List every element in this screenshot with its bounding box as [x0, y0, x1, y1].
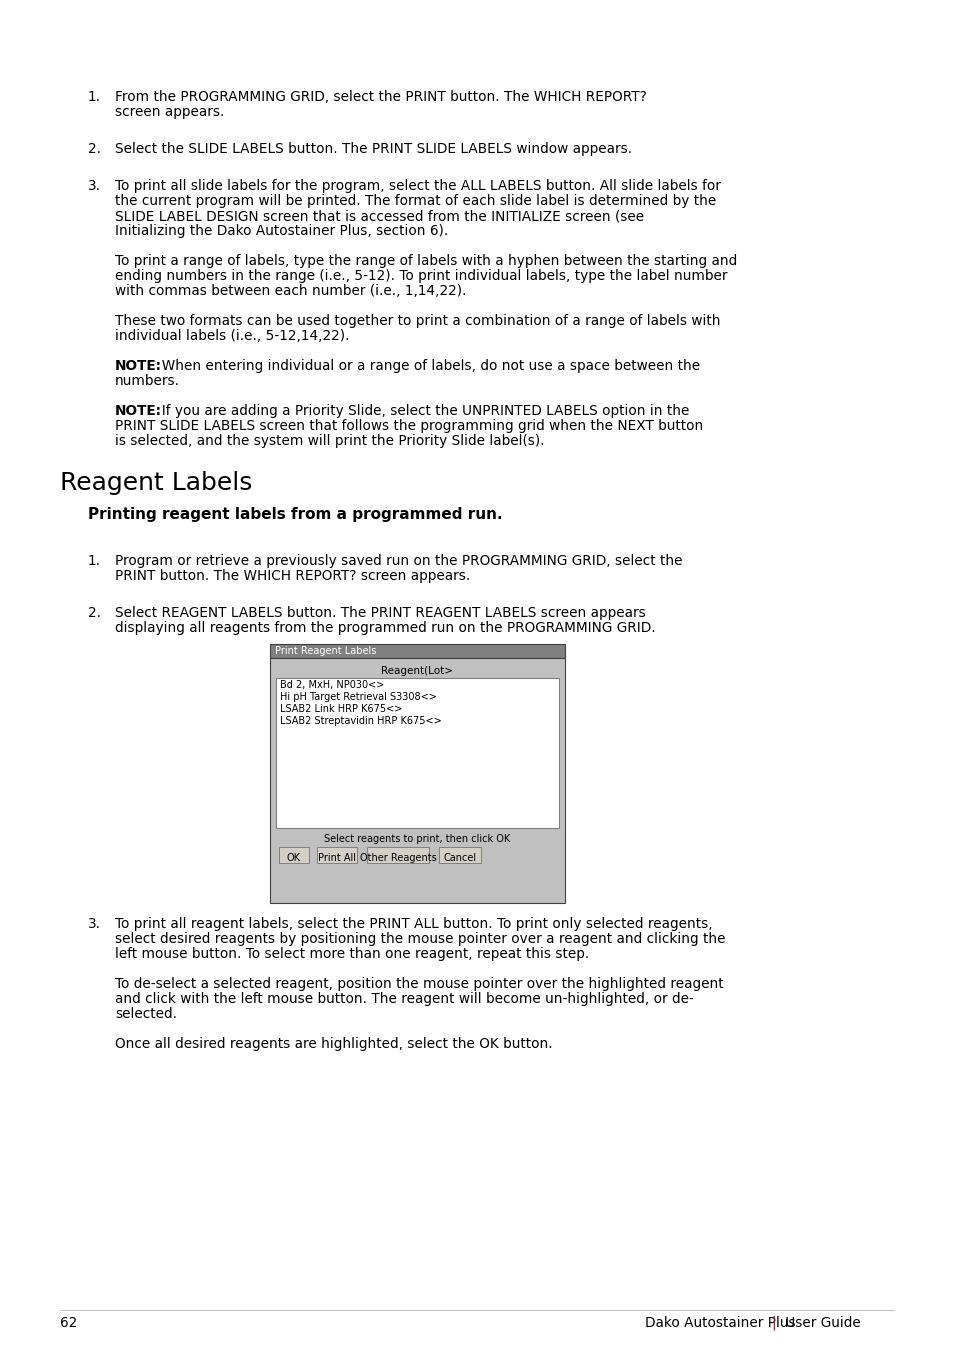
Text: 1.: 1. [88, 91, 101, 104]
Text: 3.: 3. [88, 178, 101, 193]
Text: Select the SLIDE LABELS button. The PRINT SLIDE LABELS window appears.: Select the SLIDE LABELS button. The PRIN… [115, 142, 632, 155]
Text: left mouse button. To select more than one reagent, repeat this step.: left mouse button. To select more than o… [115, 947, 589, 961]
Text: ending numbers in the range (i.e., 5-12). To print individual labels, type the l: ending numbers in the range (i.e., 5-12)… [115, 269, 727, 282]
Text: Print Reagent Labels: Print Reagent Labels [274, 646, 376, 657]
Text: When entering individual or a range of labels, do not use a space between the: When entering individual or a range of l… [152, 359, 700, 373]
Text: Program or retrieve a previously saved run on the PROGRAMMING GRID, select the: Program or retrieve a previously saved r… [115, 554, 681, 567]
Text: PRINT SLIDE LABELS screen that follows the programming grid when the NEXT button: PRINT SLIDE LABELS screen that follows t… [115, 419, 702, 434]
Text: SLIDE LABEL DESIGN screen that is accessed from the INITIALIZE screen (see: SLIDE LABEL DESIGN screen that is access… [115, 209, 643, 223]
Text: Cancel: Cancel [443, 852, 476, 863]
Bar [275, 678, 558, 828]
Text: To print all slide labels for the program, select the ALL LABELS button. All sli: To print all slide labels for the progra… [115, 178, 720, 193]
Text: is selected, and the system will print the Priority Slide label(s).: is selected, and the system will print t… [115, 434, 544, 449]
Text: 62: 62 [60, 1316, 77, 1329]
Text: PRINT button. The WHICH REPORT? screen appears.: PRINT button. The WHICH REPORT? screen a… [115, 569, 470, 584]
Bar [270, 644, 564, 658]
Text: Reagent(Lot>: Reagent(Lot> [381, 666, 453, 676]
Text: If you are adding a Priority Slide, select the UNPRINTED LABELS option in the: If you are adding a Priority Slide, sele… [152, 404, 689, 417]
Text: 2.: 2. [88, 142, 101, 155]
Text: Select reagents to print, then click OK: Select reagents to print, then click OK [324, 834, 510, 844]
Text: To print a range of labels, type the range of labels with a hyphen between the s: To print a range of labels, type the ran… [115, 254, 737, 267]
Text: 1.: 1. [88, 554, 101, 567]
FancyBboxPatch shape [316, 847, 356, 863]
Text: with commas between each number (i.e., 1,14,22).: with commas between each number (i.e., 1… [115, 284, 466, 299]
Text: displaying all reagents from the programmed run on the PROGRAMMING GRID.: displaying all reagents from the program… [115, 621, 655, 635]
FancyBboxPatch shape [438, 847, 480, 863]
Text: LSAB2 Streptavidin HRP K675<>: LSAB2 Streptavidin HRP K675<> [280, 716, 441, 725]
Text: numbers.: numbers. [115, 374, 180, 388]
Text: and click with the left mouse button. The reagent will become un-highlighted, or: and click with the left mouse button. Th… [115, 992, 693, 1006]
Text: the current program will be printed. The format of each slide label is determine: the current program will be printed. The… [115, 195, 716, 208]
Text: User Guide: User Guide [781, 1316, 860, 1329]
Text: select desired reagents by positioning the mouse pointer over a reagent and clic: select desired reagents by positioning t… [115, 932, 724, 946]
FancyBboxPatch shape [278, 847, 309, 863]
Text: Bd 2, MxH, NP030<>: Bd 2, MxH, NP030<> [280, 680, 384, 690]
Text: Hi pH Target Retrieval S3308<>: Hi pH Target Retrieval S3308<> [280, 692, 436, 703]
Text: NOTE:: NOTE: [115, 404, 162, 417]
Text: 3.: 3. [88, 917, 101, 931]
Text: selected.: selected. [115, 1006, 177, 1021]
Text: Reagent Labels: Reagent Labels [60, 471, 253, 494]
Text: 2.: 2. [88, 607, 101, 620]
Text: Print All: Print All [317, 852, 355, 863]
Text: individual labels (i.e., 5-12,14,22).: individual labels (i.e., 5-12,14,22). [115, 330, 349, 343]
Text: Other Reagents: Other Reagents [359, 852, 436, 863]
Text: NOTE:: NOTE: [115, 359, 162, 373]
Text: OK: OK [287, 852, 301, 863]
Text: These two formats can be used together to print a combination of a range of labe: These two formats can be used together t… [115, 313, 720, 328]
Bar [270, 658, 564, 902]
Text: Dako Autostainer Plus: Dako Autostainer Plus [644, 1316, 800, 1329]
Text: LSAB2 Link HRP K675<>: LSAB2 Link HRP K675<> [280, 704, 402, 713]
Text: |: | [770, 1316, 775, 1331]
FancyBboxPatch shape [367, 847, 429, 863]
Text: Printing reagent labels from a programmed run.: Printing reagent labels from a programme… [88, 507, 502, 521]
Text: Once all desired reagents are highlighted, select the OK button.: Once all desired reagents are highlighte… [115, 1038, 552, 1051]
Text: To de-select a selected reagent, position the mouse pointer over the highlighted: To de-select a selected reagent, positio… [115, 977, 723, 992]
Bar [275, 662, 558, 676]
Text: Select REAGENT LABELS button. The PRINT REAGENT LABELS screen appears: Select REAGENT LABELS button. The PRINT … [115, 607, 645, 620]
Text: From the PROGRAMMING GRID, select the PRINT button. The WHICH REPORT?: From the PROGRAMMING GRID, select the PR… [115, 91, 646, 104]
Text: screen appears.: screen appears. [115, 105, 224, 119]
Text: Initializing the Dako Autostainer Plus, section 6).: Initializing the Dako Autostainer Plus, … [115, 224, 448, 238]
Text: To print all reagent labels, select the PRINT ALL button. To print only selected: To print all reagent labels, select the … [115, 917, 712, 931]
